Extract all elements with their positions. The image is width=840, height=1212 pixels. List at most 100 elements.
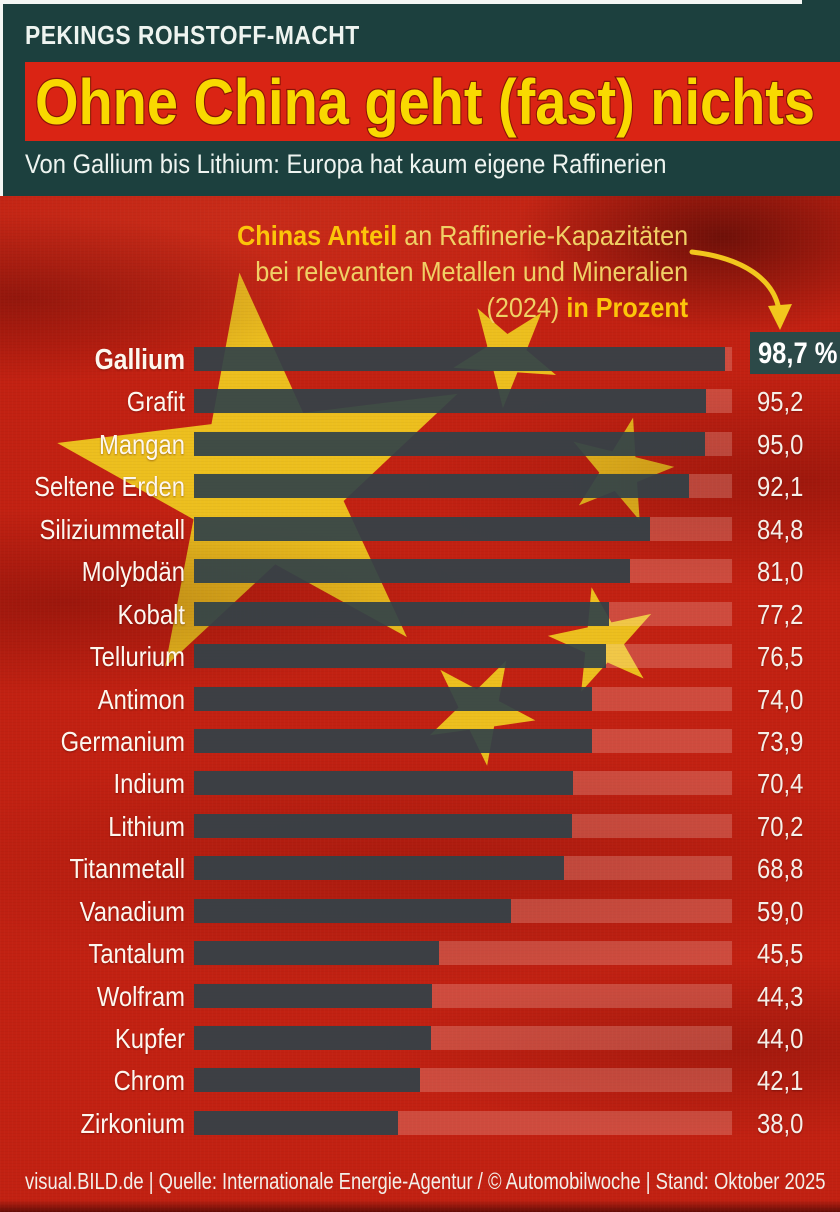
- bar-value: 44,3: [757, 980, 804, 1012]
- bar-value: 74,0: [757, 683, 804, 715]
- chart-row: Wolfram 44,3: [0, 975, 840, 1017]
- bar-track: [194, 898, 732, 923]
- headline-banner: [25, 62, 840, 141]
- kicker: PEKINGS ROHSTOFF-MACHT: [25, 20, 360, 50]
- bar-track: [194, 686, 732, 711]
- bar-label: Lithium: [108, 810, 185, 842]
- bar-label: Seltene Erden: [34, 471, 185, 503]
- bar-track: [194, 856, 732, 881]
- bar: [194, 516, 651, 541]
- left-border: [0, 0, 3, 196]
- chart-row: Lithium 70,2: [0, 805, 840, 847]
- chart-row: Titanmetall 68,8: [0, 847, 840, 889]
- chart-row: Chrom 42,1: [0, 1059, 840, 1101]
- bar: [194, 644, 606, 669]
- bar: [194, 431, 706, 456]
- bar-value: 95,0: [757, 428, 804, 460]
- bar-label: Gallium: [94, 344, 185, 376]
- chart-annotation: Chinas Anteil an Raffinerie-Kapazitäten …: [187, 218, 688, 326]
- bar-value: 68,8: [757, 853, 804, 885]
- bar-label: Siliziummetall: [39, 513, 186, 545]
- chart-row: Kupfer 44,0: [0, 1017, 840, 1059]
- bar-label: Kupfer: [114, 1023, 185, 1054]
- annotation-line-3: (2024) in Prozent: [486, 292, 688, 323]
- chart-row: Mangan 95,0: [0, 423, 840, 465]
- bar-track: [194, 1068, 732, 1093]
- chart-row: Zirkonium 38,0: [0, 1102, 840, 1144]
- bar-track: [194, 559, 732, 584]
- bar-track: [194, 1110, 732, 1135]
- bar-label: Kobalt: [117, 598, 185, 630]
- bar: [194, 898, 512, 923]
- bar: [194, 941, 439, 966]
- bar: [194, 601, 610, 626]
- bar-label: Wolfram: [96, 980, 185, 1012]
- bar-value: 98,7 %: [750, 332, 840, 374]
- bar-value: 59,0: [757, 895, 804, 927]
- bar-track: [194, 813, 732, 838]
- bar-value: 45,5: [757, 938, 804, 970]
- bar: [194, 983, 433, 1008]
- chart-row: Kobalt 77,2: [0, 593, 840, 635]
- annotation-line-1: Chinas Anteil an Raffinerie-Kapazitäten: [236, 220, 688, 251]
- chart-row: Gallium 98,7 %: [0, 332, 840, 380]
- bar-label: Grafit: [126, 386, 185, 418]
- headline-text: Ohne China geht (fast) nichts: [35, 66, 815, 138]
- bar-value: 73,9: [757, 725, 804, 757]
- chart-row: Grafit 95,2: [0, 380, 840, 422]
- chart-row: Molybdän 81,0: [0, 550, 840, 592]
- bar: [194, 347, 725, 371]
- chart-row: Tellurium 76,5: [0, 635, 840, 677]
- bar-value: 77,2: [757, 598, 804, 630]
- chart-row: Indium 70,4: [0, 762, 840, 804]
- bar-label: Molybdän: [81, 556, 185, 588]
- chart-row: Siliziummetall 84,8: [0, 508, 840, 550]
- bar-track: [194, 431, 732, 456]
- bar-value: 38,0: [757, 1107, 804, 1139]
- bar: [194, 856, 565, 881]
- bar-track: [194, 389, 732, 414]
- bar-label: Mangan: [98, 428, 185, 460]
- bar-value: 95,2: [757, 386, 804, 418]
- annotation-line-2: bei relevanten Metallen und Mineralien: [255, 256, 688, 287]
- bar-value: 42,1: [757, 1065, 804, 1097]
- bar-value: 70,4: [757, 768, 804, 800]
- bar-chart: Gallium 98,7 % Grafit 95,2 Mangan 95,0 Seltene…: [0, 332, 840, 1144]
- bar-value: 92,1: [757, 471, 804, 503]
- header: PEKINGS ROHSTOFF-MACHT Ohne China geht (…: [0, 0, 840, 196]
- bar-label: Titanmetall: [69, 853, 185, 885]
- bar-track: [194, 941, 732, 966]
- bar: [194, 728, 592, 753]
- bar-track: [194, 474, 732, 499]
- bar-value: 84,8: [757, 513, 804, 545]
- bar-track: [194, 983, 732, 1008]
- bar-track: [194, 1026, 732, 1050]
- bar: [194, 559, 630, 584]
- subtitle: Von Gallium bis Lithium: Europa hat kaum…: [25, 149, 667, 179]
- chart-row: Antimon 74,0: [0, 678, 840, 720]
- bar-track: [194, 728, 732, 753]
- bar: [194, 686, 593, 711]
- chart-row: Seltene Erden 92,1: [0, 465, 840, 507]
- bar-label: Tantalum: [88, 938, 185, 970]
- bar-label: Indium: [113, 768, 185, 800]
- chart-row: Vanadium 59,0: [0, 890, 840, 932]
- headline: Ohne China geht (fast) nichts: [34, 65, 817, 140]
- bar-value: 44,0: [757, 1023, 804, 1054]
- bar-track: [194, 601, 732, 626]
- bar-track: [194, 644, 732, 669]
- chart-row: Tantalum 45,5: [0, 932, 840, 974]
- bar: [194, 474, 690, 499]
- bar-label: Germanium: [60, 725, 185, 757]
- bar-track: [194, 771, 732, 796]
- bar-label: Vanadium: [79, 895, 185, 927]
- bar: [194, 1110, 399, 1135]
- bar-track: [194, 347, 732, 371]
- bar-label: Chrom: [113, 1065, 185, 1097]
- bar-label: Zirkonium: [80, 1107, 185, 1139]
- bar: [194, 389, 707, 414]
- top-border: [0, 0, 802, 4]
- bar-track: [194, 516, 732, 541]
- bar: [194, 1068, 421, 1093]
